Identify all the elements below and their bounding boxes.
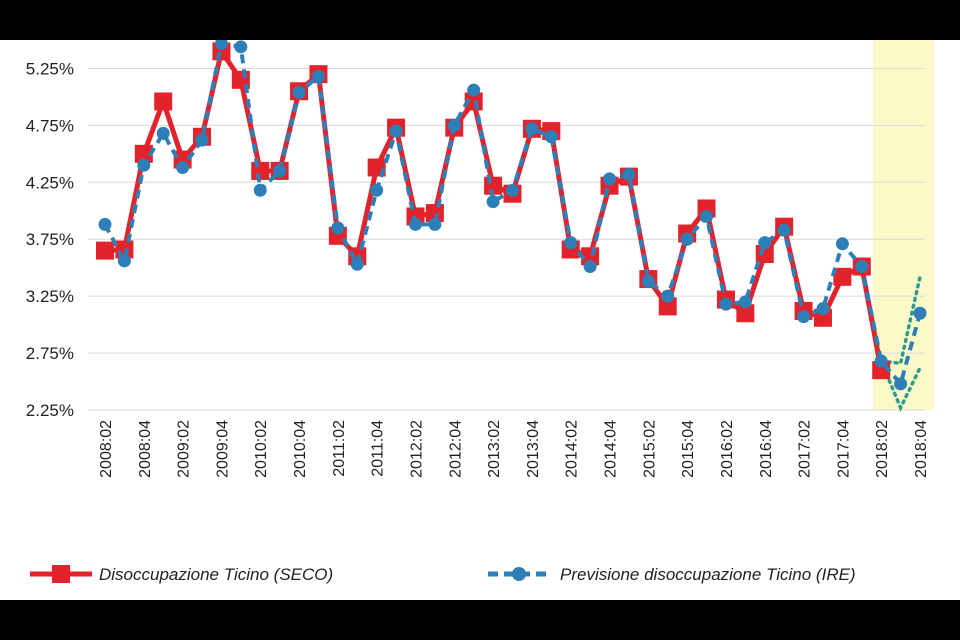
point-ire <box>292 85 306 99</box>
point-ire <box>311 69 325 83</box>
point-ire <box>506 183 519 197</box>
point-ire <box>176 161 190 175</box>
x-axis-ticks: 2008:02 2008:04 2009:02 2009:04 2010:02 2010:… <box>98 420 930 478</box>
point-seco <box>134 144 153 163</box>
point-ire <box>195 133 209 147</box>
point-ire <box>331 221 345 235</box>
x-tick-label: 2011:04 <box>370 420 387 477</box>
y-tick-label: 4.75% <box>26 116 74 135</box>
point-ire <box>874 354 888 368</box>
point-ire <box>273 164 287 178</box>
x-tick-label: 2017:04 <box>835 420 852 478</box>
point-ire <box>622 167 636 181</box>
point-ire <box>525 122 539 136</box>
y-tick-label: 5.25% <box>26 59 74 78</box>
point-ire <box>428 217 442 231</box>
point-ire <box>389 124 403 138</box>
point-ire <box>913 306 927 320</box>
point-ire <box>680 232 694 246</box>
x-tick-label: 2018:02 <box>874 420 891 478</box>
gridlines <box>88 67 925 411</box>
y-tick-label: 4.25% <box>26 173 74 192</box>
point-ire <box>894 377 908 391</box>
x-tick-label: 2011:02 <box>331 420 348 477</box>
y-tick-label: 3.75% <box>26 230 74 249</box>
point-ire <box>117 254 131 268</box>
y-tick-label: 2.75% <box>26 344 74 363</box>
legend-swatch-ire-marker <box>512 567 526 581</box>
point-ire <box>738 295 752 309</box>
x-tick-label: 2010:02 <box>253 420 270 478</box>
point-seco <box>96 241 114 260</box>
series-line-ire <box>103 41 922 386</box>
point-ire <box>98 217 112 231</box>
point-ire <box>544 130 558 144</box>
point-ire <box>855 260 869 274</box>
point-ire <box>214 40 228 50</box>
point-seco <box>658 297 677 316</box>
x-tick-label: 2009:04 <box>214 420 231 478</box>
x-tick-label: 2008:04 <box>137 420 154 478</box>
x-tick-label: 2015:02 <box>641 420 658 478</box>
x-tick-label: 2008:02 <box>98 420 115 478</box>
point-ire <box>641 274 655 288</box>
legend-swatch-seco-marker <box>52 565 70 583</box>
point-ire <box>835 237 849 251</box>
y-axis-ticks: 5.25% 4.75% 4.25% 3.75% 3.25% 2.75% 2.25% <box>26 59 74 420</box>
series-line-seco <box>104 48 884 371</box>
point-ire <box>350 257 364 271</box>
x-tick-label: 2012:02 <box>408 420 425 478</box>
point-ire <box>253 183 267 197</box>
point-ire <box>486 195 500 209</box>
x-tick-label: 2009:02 <box>176 420 193 478</box>
x-tick-label: 2012:04 <box>447 420 464 478</box>
x-tick-label: 2016:04 <box>758 420 775 478</box>
line-chart: 5.25% 4.75% 4.25% 3.75% 3.25% 2.75% 2.25% 2008… <box>26 40 934 584</box>
x-tick-label: 2016:02 <box>719 420 736 478</box>
point-ire <box>564 236 578 250</box>
legend-label-ire: Previsione disoccupazione Ticino (IRE) <box>560 565 856 584</box>
point-seco <box>736 304 755 323</box>
x-tick-label: 2017:02 <box>797 420 814 478</box>
x-tick-label: 2014:02 <box>564 420 581 478</box>
point-ire <box>719 297 733 311</box>
point-seco <box>755 245 774 264</box>
point-ire <box>603 172 617 186</box>
point-ire <box>797 310 811 324</box>
point-ire <box>758 236 772 250</box>
point-ire <box>816 302 830 316</box>
point-seco <box>425 204 444 223</box>
point-ire <box>370 183 384 197</box>
point-seco <box>154 92 173 111</box>
x-tick-label: 2015:04 <box>680 420 697 478</box>
y-tick-label: 2.25% <box>26 401 74 420</box>
point-ire <box>777 223 791 237</box>
series-group <box>96 40 927 391</box>
x-tick-label: 2014:04 <box>603 420 620 478</box>
point-ire <box>447 118 461 132</box>
y-tick-label: 3.25% <box>26 287 74 306</box>
x-tick-label: 2013:02 <box>486 420 503 478</box>
point-ire <box>583 260 597 274</box>
point-ire <box>661 289 675 303</box>
x-tick-label: 2013:04 <box>525 420 542 478</box>
point-ire <box>137 158 151 172</box>
point-ire <box>408 217 422 231</box>
point-ire <box>700 209 714 223</box>
point-ire <box>467 83 481 97</box>
point-ire <box>234 40 248 54</box>
x-tick-label: 2018:04 <box>913 420 930 478</box>
chart-canvas: 5.25% 4.75% 4.25% 3.75% 3.25% 2.75% 2.25% 2008… <box>0 40 960 600</box>
legend-label-seco: Disoccupazione Ticino (SECO) <box>99 565 333 584</box>
point-ire <box>156 126 170 140</box>
point-seco <box>833 267 852 286</box>
x-tick-label: 2010:04 <box>292 420 309 478</box>
legend: Disoccupazione Ticino (SECO) Previsione … <box>30 565 856 584</box>
